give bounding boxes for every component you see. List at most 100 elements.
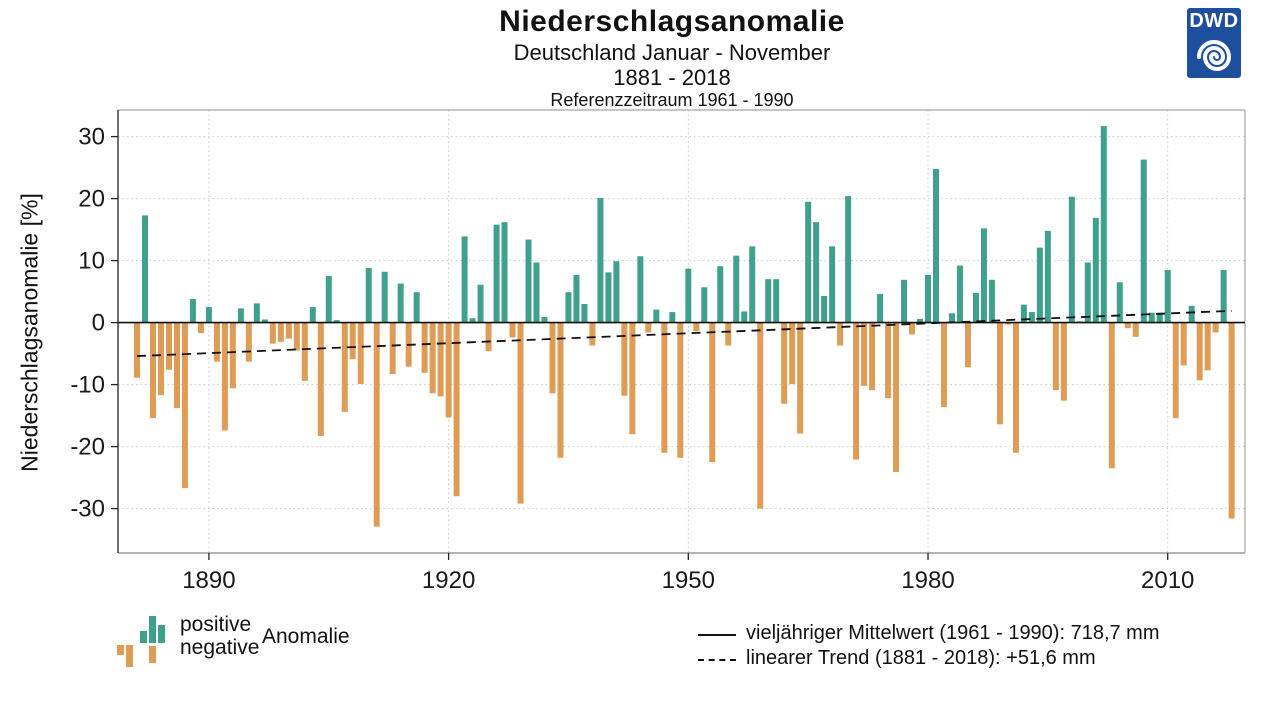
- mini-negative-bar: [149, 646, 156, 663]
- legend-anomaly-label: Anomalie: [262, 625, 350, 648]
- anomaly-bar-1935: [565, 292, 572, 323]
- anomaly-bar-1980: [925, 274, 932, 323]
- anomaly-bar-1962: [781, 322, 788, 404]
- anomaly-bar-1988: [988, 279, 995, 323]
- chart-reference-period: Referenzzeitraum 1961 - 1990: [550, 90, 794, 111]
- anomaly-bar-1912: [381, 271, 388, 323]
- anomaly-bar-1899: [277, 322, 284, 342]
- anomaly-bar-1944: [637, 256, 644, 323]
- anomaly-bar-1889: [197, 322, 204, 334]
- anomaly-bar-1887: [181, 322, 188, 489]
- chart-subtitle: Deutschland Januar - November: [513, 40, 831, 65]
- anomaly-bar-1906: [333, 320, 340, 323]
- chart-period: 1881 - 2018: [613, 65, 731, 91]
- anomaly-bar-1937: [581, 304, 588, 323]
- anomaly-bar-1901: [293, 322, 300, 351]
- anomaly-bar-1903: [309, 307, 316, 323]
- anomaly-bar-1938: [589, 322, 596, 346]
- anomaly-bar-1931: [533, 262, 540, 323]
- anomaly-bar-1950: [685, 268, 692, 323]
- anomaly-bar-2016: [1212, 322, 1219, 333]
- y-tick-label: 0: [92, 310, 105, 337]
- y-tick-label: -30: [70, 496, 105, 523]
- mini-positive-bar: [140, 631, 147, 643]
- anomaly-bar-1919: [437, 322, 444, 397]
- chart-title: Niederschlagsanomalie: [499, 5, 845, 38]
- anomaly-bar-1968: [829, 246, 836, 323]
- anomaly-bar-1967: [821, 295, 828, 323]
- anomaly-bar-1926: [493, 224, 500, 323]
- anomaly-bar-1982: [940, 322, 947, 407]
- anomaly-bar-1933: [549, 322, 556, 394]
- anomaly-bar-2008: [1148, 312, 1155, 323]
- anomaly-bar-1963: [789, 322, 796, 384]
- anomaly-bar-2009: [1156, 312, 1163, 323]
- anomaly-bar-1975: [885, 322, 892, 399]
- anomaly-bar-2015: [1204, 322, 1211, 371]
- anomaly-bar-1900: [285, 322, 292, 339]
- anomaly-bar-1885: [165, 322, 172, 370]
- anomaly-bar-1902: [301, 322, 308, 381]
- anomaly-bar-2018: [1228, 322, 1235, 519]
- anomaly-bar-1909: [357, 322, 364, 384]
- anomaly-bar-1925: [485, 322, 492, 352]
- x-tick-label: 1920: [422, 567, 475, 594]
- anomaly-bar-1936: [573, 274, 580, 323]
- anomaly-bar-1893: [229, 322, 236, 389]
- anomaly-bar-1994: [1036, 247, 1043, 323]
- x-tick-label: 1980: [901, 567, 954, 594]
- anomaly-bar-1987: [980, 228, 987, 323]
- anomaly-bar-1996: [1052, 322, 1059, 391]
- legend-mean-label: vieljähriger Mittelwert (1961 - 1990): 7…: [746, 622, 1160, 644]
- anomaly-bar-1895: [245, 322, 252, 362]
- anomaly-bar-1995: [1044, 230, 1051, 323]
- anomaly-bar-1956: [733, 255, 740, 323]
- anomaly-bar-1946: [653, 309, 660, 323]
- anomaly-bar-1957: [741, 311, 748, 323]
- anomaly-bar-2013: [1188, 305, 1195, 323]
- title-block: Niederschlagsanomalie Deutschland Januar…: [64, 0, 1280, 111]
- anomaly-bar-2014: [1196, 322, 1203, 381]
- anomaly-bar-1921: [453, 322, 460, 497]
- y-tick-label: -10: [70, 372, 105, 399]
- anomaly-bar-1910: [365, 268, 372, 323]
- anomaly-bar-1983: [948, 313, 955, 323]
- anomaly-bar-1896: [253, 303, 260, 323]
- anomaly-bar-1958: [749, 246, 756, 323]
- anomaly-bar-1894: [237, 308, 244, 323]
- x-tick-label: 2010: [1141, 567, 1194, 594]
- anomaly-bar-1924: [477, 284, 484, 323]
- anomaly-bar-2004: [1116, 282, 1123, 323]
- anomaly-bar-1984: [956, 265, 963, 323]
- anomaly-bar-1884: [157, 322, 164, 396]
- anomaly-bar-1881: [134, 322, 140, 378]
- mean-line-sample: [698, 634, 736, 636]
- anomaly-bar-1892: [221, 322, 228, 431]
- anomaly-bar-1955: [725, 322, 732, 346]
- anomaly-bar-1998: [1068, 196, 1075, 323]
- anomaly-bar-2002: [1100, 126, 1107, 323]
- anomaly-bar-1888: [189, 299, 196, 323]
- anomaly-bar-1929: [517, 322, 524, 504]
- anomaly-bar-1883: [149, 322, 156, 419]
- anomaly-bar-1997: [1060, 322, 1067, 401]
- dwd-logo-text: DWD: [1189, 10, 1239, 32]
- anomaly-bar-1907: [341, 322, 348, 412]
- anomaly-bar-1882: [141, 215, 148, 323]
- anomaly-bar-2005: [1124, 322, 1131, 329]
- anomaly-bar-1949: [677, 322, 684, 458]
- anomaly-bar-1966: [813, 222, 820, 323]
- anomaly-bar-1945: [645, 322, 652, 333]
- anomaly-bar-1911: [373, 322, 380, 527]
- anomaly-bar-1922: [461, 236, 468, 323]
- anomaly-bar-1904: [317, 322, 324, 437]
- anomaly-bar-1948: [669, 312, 676, 323]
- anomaly-bar-1951: [693, 322, 700, 332]
- anomaly-bar-1908: [349, 322, 356, 360]
- anomaly-bar-1934: [557, 322, 564, 458]
- anomaly-bar-1986: [972, 292, 979, 323]
- anomaly-bar-1971: [853, 322, 860, 460]
- anomaly-bar-1905: [325, 276, 332, 323]
- anomaly-bar-2003: [1108, 322, 1115, 469]
